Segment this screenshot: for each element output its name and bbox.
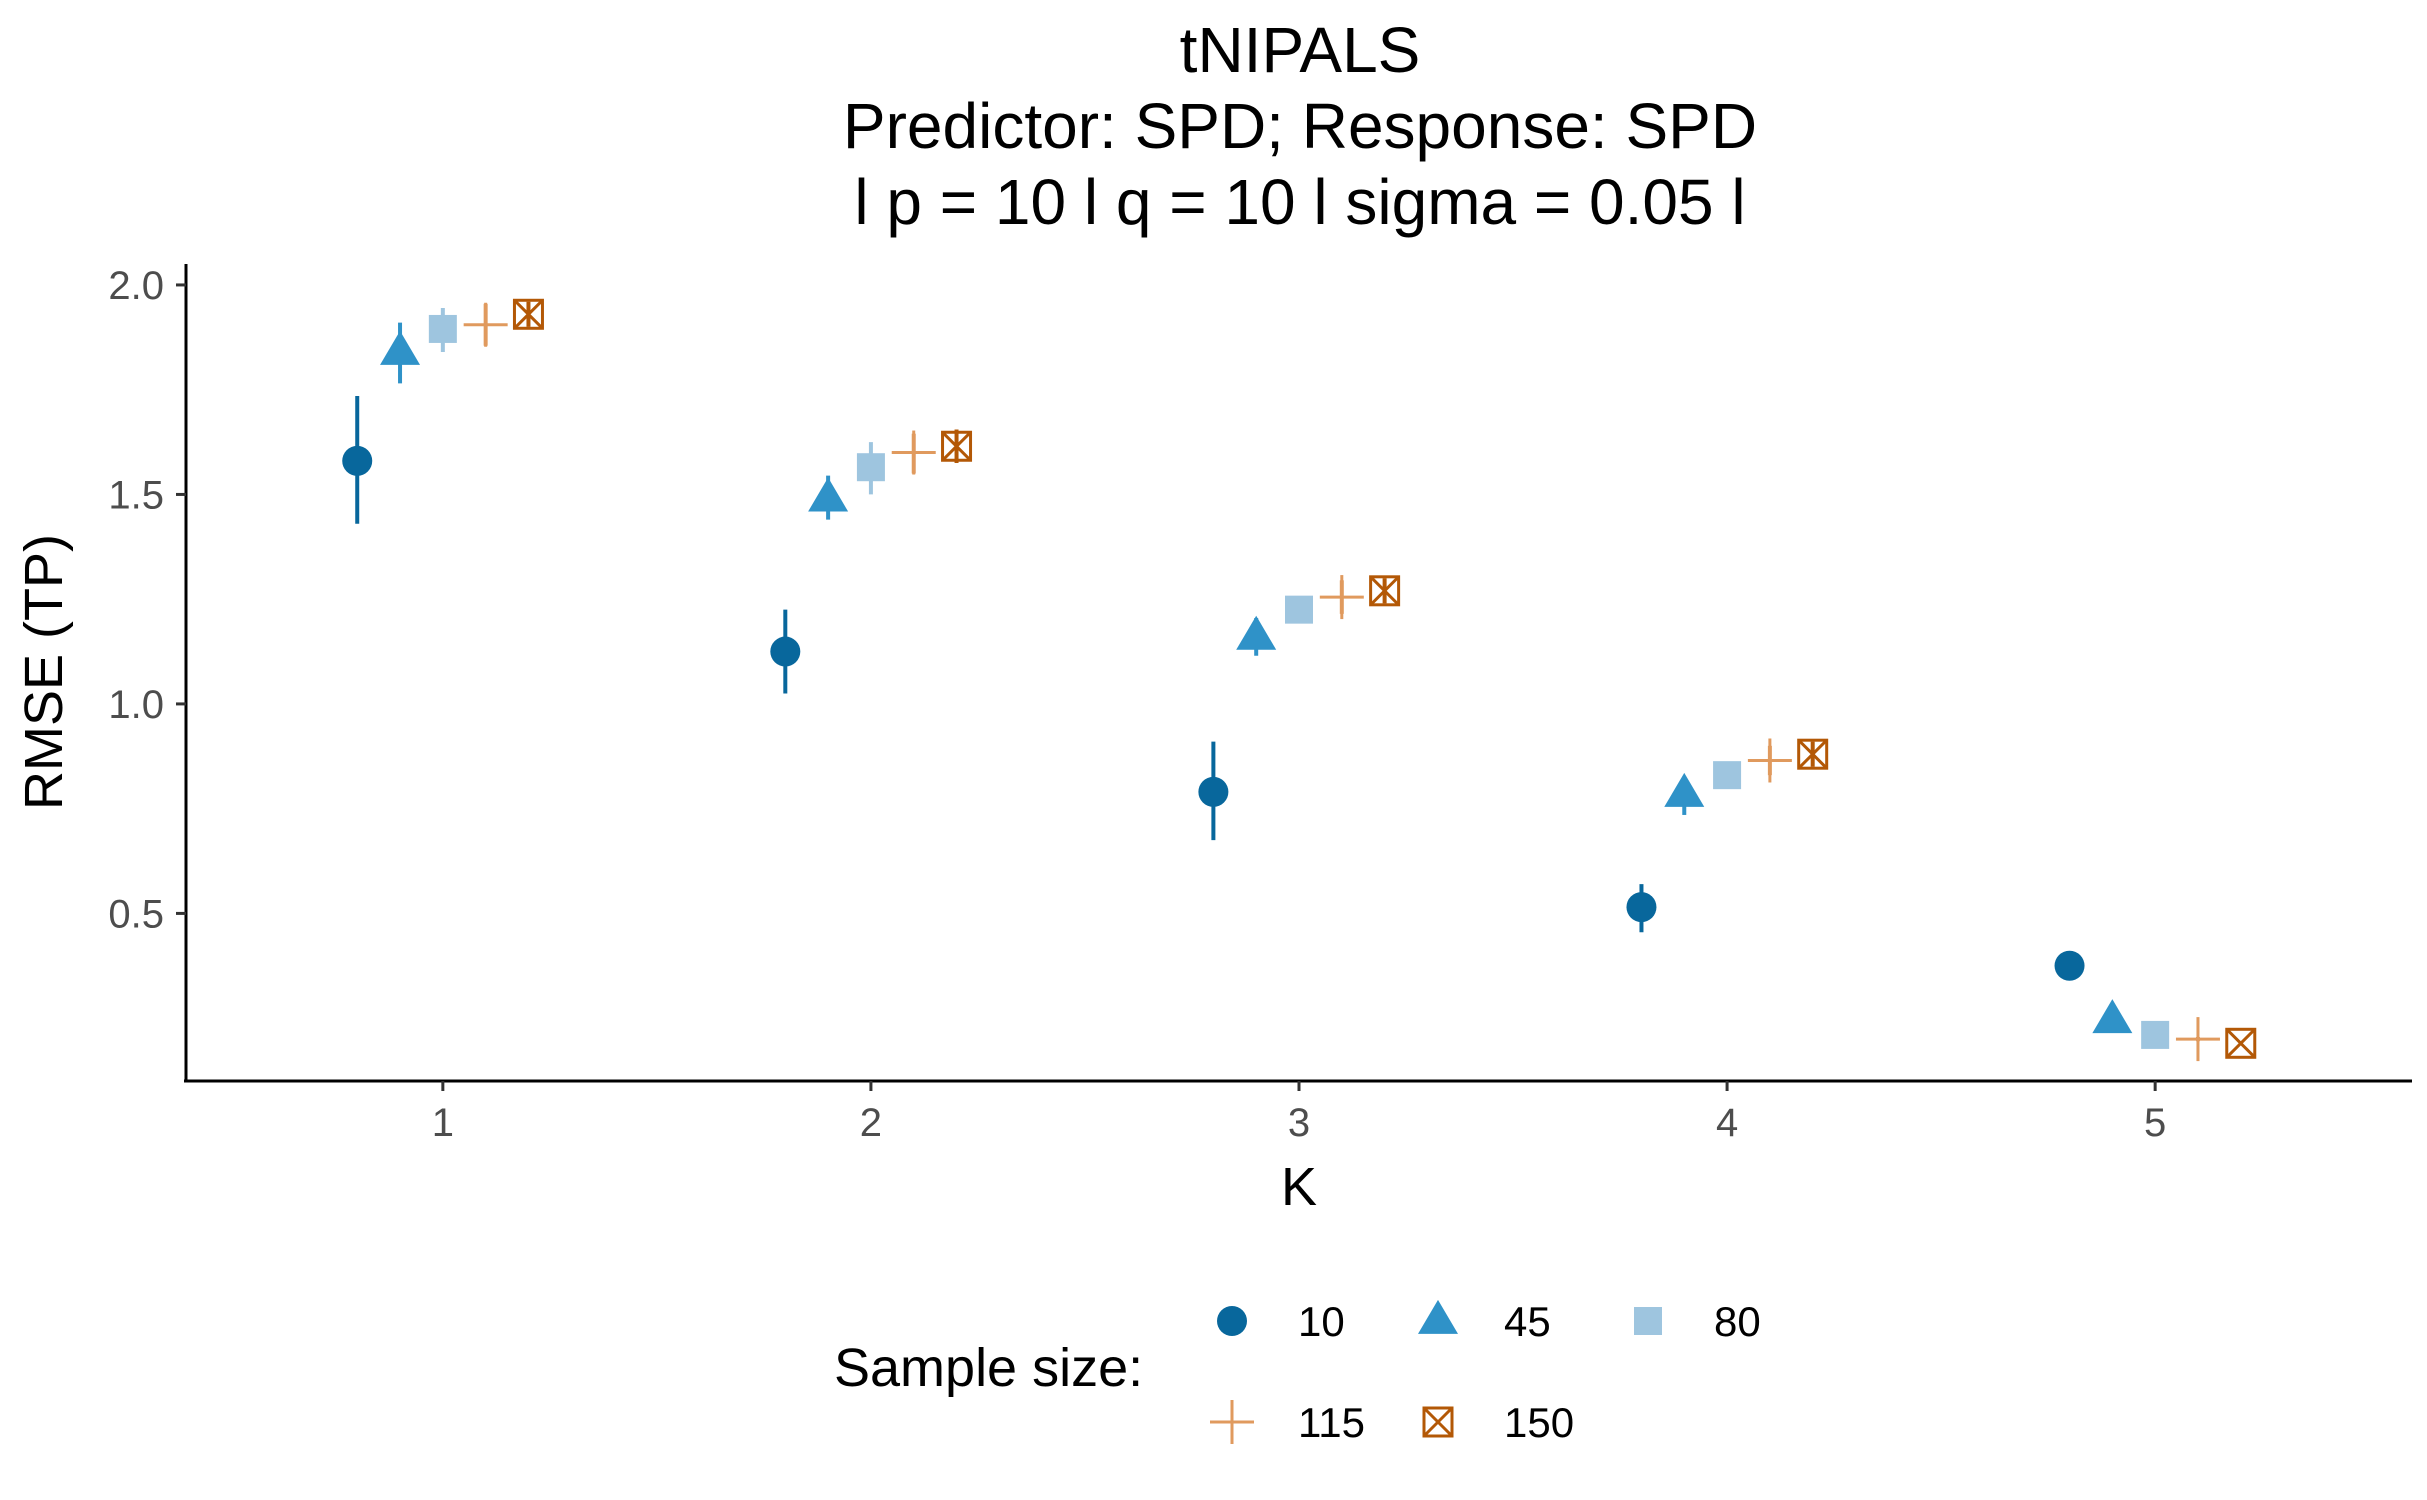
x-axis-ticks: 1 2 3 4 5	[432, 1081, 2166, 1145]
y-tick-label: 0.5	[108, 892, 164, 936]
legend-label-10: 10	[1298, 1298, 1345, 1345]
x-axis-title: K	[1281, 1157, 1317, 1217]
legend-item-150: 150	[1422, 1399, 1574, 1446]
legend-item-115: 115	[1210, 1399, 1365, 1446]
y-tick-label: 1.0	[108, 683, 164, 727]
chart-title-line-3: l p = 10 l q = 10 l sigma = 0.05 l	[854, 166, 1745, 238]
legend-items: 10 45 80 115 150	[1210, 1298, 1761, 1446]
plot-area: 0.5 1.0 1.5 2.0 1 2 3 4 5	[108, 264, 2412, 1145]
x-tick-label: 4	[1716, 1101, 1738, 1145]
y-tick-label: 1.5	[108, 473, 164, 517]
point-45-k3	[1236, 615, 1277, 650]
y-axis-ticks: 0.5 1.0 1.5 2.0	[108, 264, 186, 936]
legend-item-45: 45	[1418, 1298, 1551, 1345]
point-150-k5	[2225, 1027, 2257, 1059]
legend-label-150: 150	[1504, 1399, 1574, 1446]
legend-key-80	[1634, 1307, 1662, 1335]
legend-label-45: 45	[1504, 1298, 1551, 1345]
legend-label-80: 80	[1714, 1298, 1761, 1345]
point-80-k2	[856, 453, 885, 482]
point-45-k5	[2092, 999, 2133, 1034]
point-45-k1	[380, 330, 421, 365]
point-80-k5	[2141, 1020, 2170, 1049]
legend-key-115	[1210, 1400, 1254, 1444]
chart-title-line-1: tNIPALS	[1180, 14, 1421, 86]
chart-title: tNIPALS Predictor: SPD; Response: SPD l …	[843, 14, 1757, 238]
point-45-k4	[1664, 772, 1705, 807]
y-axis-title: RMSE (TP)	[14, 534, 74, 810]
legend-label-115: 115	[1298, 1399, 1365, 1446]
x-tick-label: 5	[2144, 1101, 2166, 1145]
point-10-k4	[1626, 892, 1657, 923]
x-tick-label: 3	[1288, 1101, 1310, 1145]
point-80-k1	[428, 314, 457, 343]
y-tick-label: 2.0	[108, 264, 164, 308]
legend-key-150	[1422, 1406, 1454, 1438]
legend-title: Sample size:	[834, 1338, 1143, 1398]
x-tick-label: 1	[432, 1101, 454, 1145]
error-bars	[355, 301, 2243, 1046]
legend: Sample size: 10 45 80 115 150	[834, 1298, 1761, 1446]
x-tick-label: 2	[860, 1101, 882, 1145]
legend-key-45	[1418, 1299, 1458, 1334]
point-45-k2	[808, 477, 849, 512]
point-115-k5	[2175, 1017, 2220, 1062]
legend-item-80: 80	[1634, 1298, 1761, 1345]
point-80-k3	[1285, 595, 1313, 624]
point-115-k2	[891, 430, 936, 475]
chart-title-line-2: Predictor: SPD; Response: SPD	[843, 90, 1757, 162]
data-points	[342, 298, 2257, 1062]
point-150-k1	[512, 298, 544, 330]
point-150-k2	[941, 430, 973, 462]
legend-item-10: 10	[1217, 1298, 1345, 1345]
point-115-k4	[1747, 738, 1792, 783]
point-115-k1	[463, 302, 508, 347]
point-10-k5	[2054, 950, 2085, 981]
point-80-k4	[1713, 761, 1742, 790]
point-150-k4	[1797, 738, 1829, 770]
point-10-k1	[342, 445, 373, 476]
point-10-k2	[770, 636, 801, 667]
point-115-k3	[1319, 575, 1364, 620]
point-150-k3	[1369, 575, 1401, 607]
point-10-k3	[1198, 776, 1229, 807]
legend-key-10	[1217, 1306, 1247, 1336]
